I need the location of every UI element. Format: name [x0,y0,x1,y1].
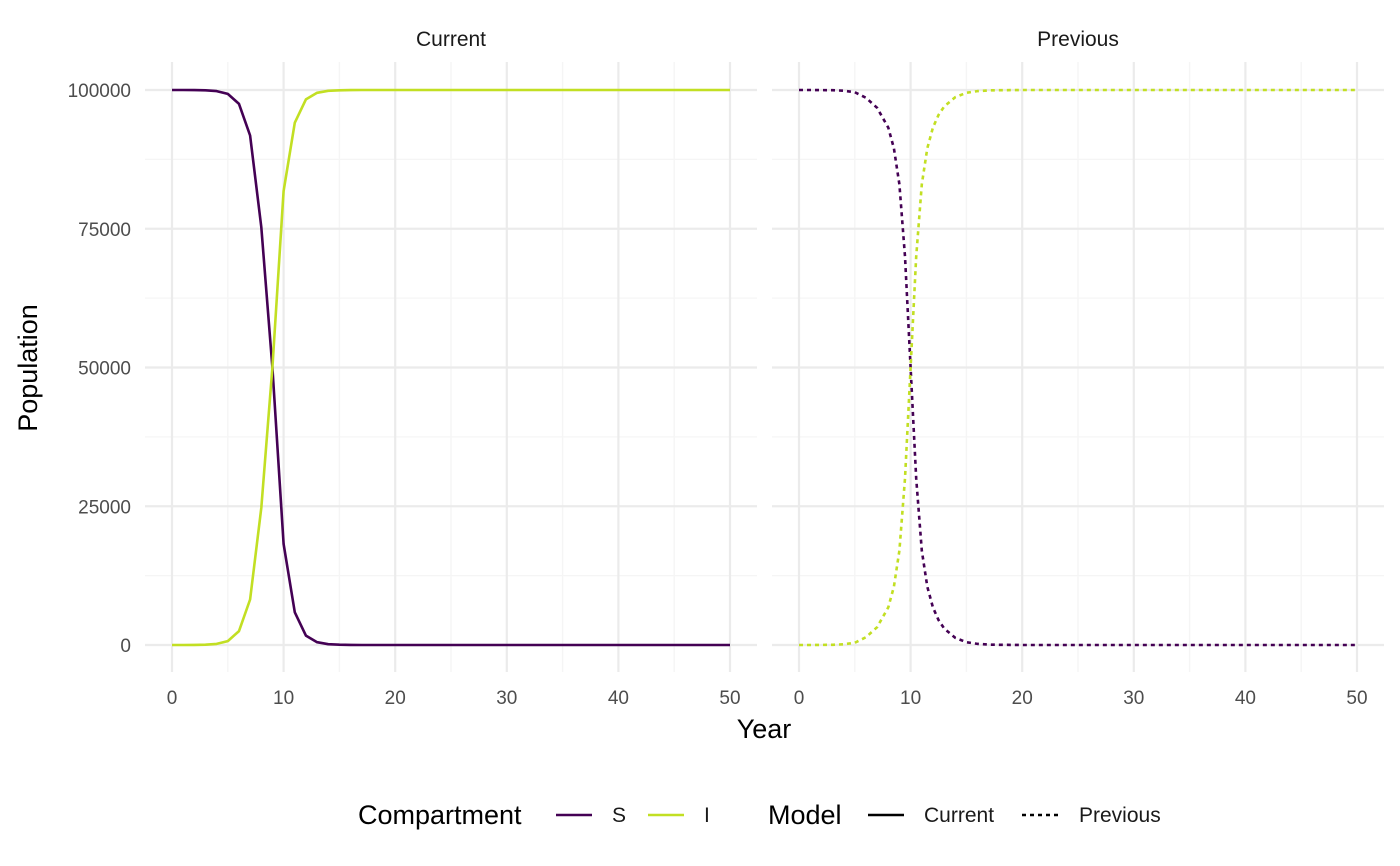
legend-title-model: Model [768,800,842,830]
legend-label-s: S [612,804,626,827]
x-tick-label: 30 [1123,688,1144,709]
x-tick-label: 0 [167,688,178,709]
x-tick-label: 10 [273,688,294,709]
x-tick-label: 30 [496,688,517,709]
x-tick-label: 20 [385,688,406,709]
facet-title: Current [416,28,486,51]
x-tick-label: 40 [608,688,629,709]
y-tick-label: 50000 [78,359,131,380]
series-line-s [172,88,730,647]
y-axis-ticks: 0 25000 50000 75000 100000 [68,81,131,657]
facet-panels: Current 0 10 20 30 40 50 Previous 0 10 20 30 40 50 [145,28,1384,709]
x-tick-label: 10 [900,688,921,709]
x-tick-label: 50 [1346,688,1367,709]
y-tick-label: 25000 [78,497,131,518]
legend-title-compartment: Compartment [358,800,522,830]
panel-current: Current 0 10 20 30 40 50 [145,28,757,709]
x-tick-label: 40 [1235,688,1256,709]
legend-label-current: Current [924,804,994,827]
x-tick-label: 50 [719,688,740,709]
y-tick-label: 75000 [78,220,131,241]
y-tick-label: 0 [120,636,131,657]
x-axis-title: Year [737,714,792,744]
panel-previous: Previous 0 10 20 30 40 50 [772,28,1384,709]
legend: Compartment S I Model Current Previous [358,800,1161,830]
legend-label-i: I [704,804,710,827]
y-tick-label: 100000 [68,81,131,102]
series-line-i [172,88,730,647]
facet-title: Previous [1037,28,1119,51]
x-tick-label: 0 [794,688,805,709]
x-tick-label: 20 [1012,688,1033,709]
y-axis-title: Population [13,304,43,432]
legend-label-previous: Previous [1079,804,1161,827]
